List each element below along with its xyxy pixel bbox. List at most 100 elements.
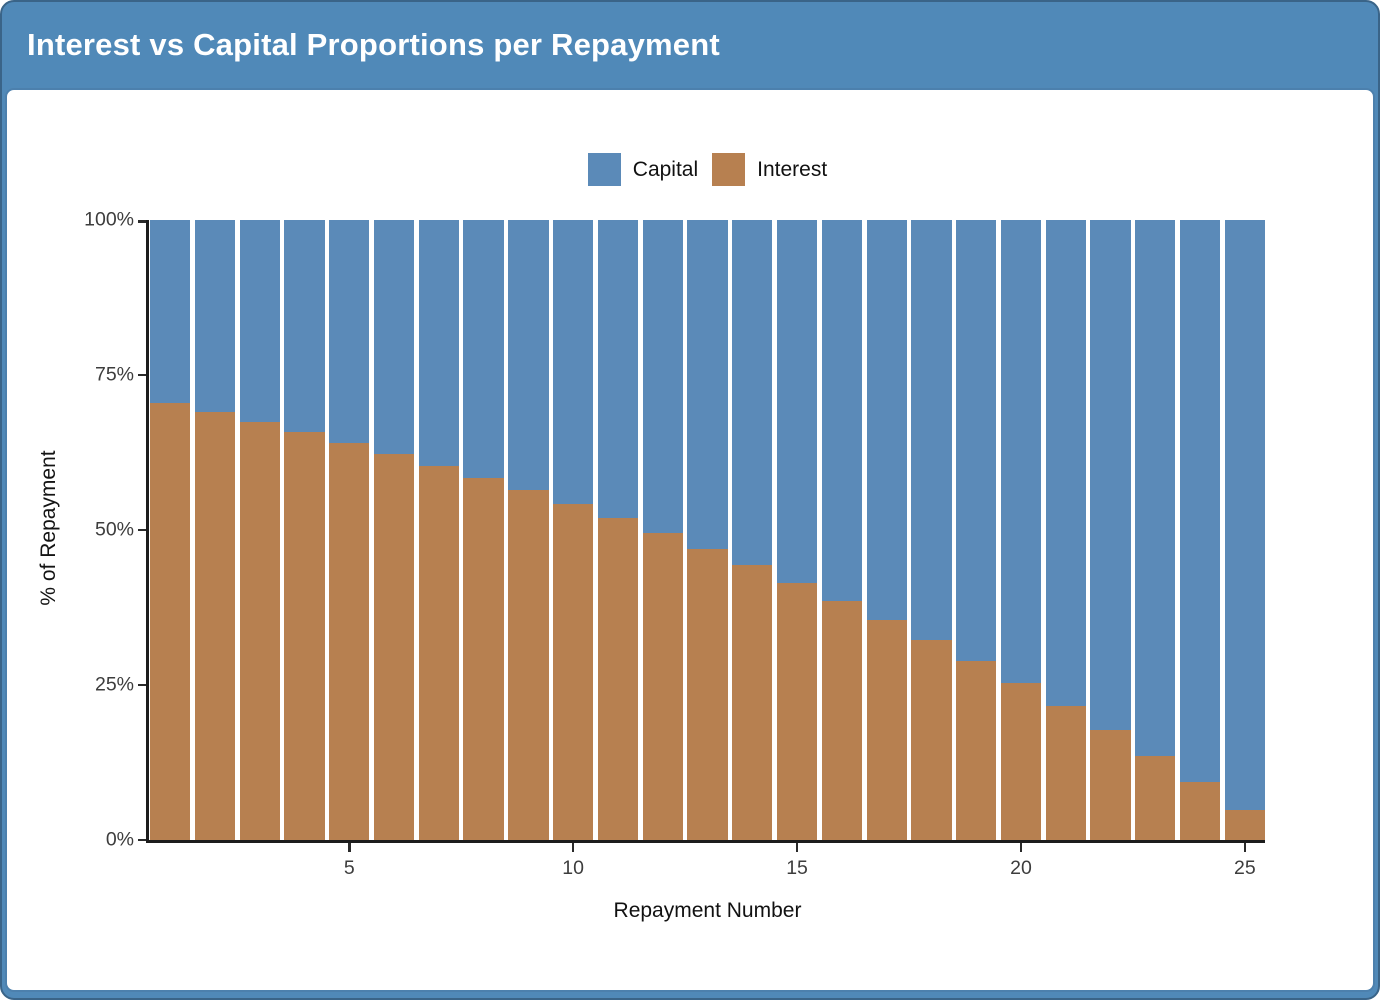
capital-segment [732, 220, 773, 566]
capital-segment [956, 220, 997, 661]
capital-segment [1179, 220, 1221, 783]
header-bar: Interest vs Capital Proportions per Repa… [2, 2, 1378, 88]
capital-segment [418, 220, 459, 466]
bar-repayment-6 [373, 220, 415, 840]
page-title: Interest vs Capital Proportions per Repa… [27, 27, 720, 62]
bar-repayment-15 [776, 220, 818, 840]
y-tick-mark [138, 528, 146, 532]
interest-segment [150, 402, 191, 840]
capital-segment [597, 220, 639, 519]
interest-segment [732, 565, 773, 840]
bars-container [150, 220, 1266, 840]
x-tick-label: 5 [343, 857, 355, 879]
bar-repayment-22 [1090, 220, 1131, 840]
bar-repayment-17 [866, 220, 907, 840]
capital-segment [1045, 220, 1086, 707]
capital-segment [508, 220, 549, 491]
interest-segment [1000, 682, 1042, 840]
bar-repayment-23 [1135, 220, 1176, 840]
capital-segment [1224, 220, 1266, 811]
interest-segment [687, 548, 728, 840]
bar-repayment-24 [1179, 220, 1221, 840]
interest-segment [284, 432, 325, 840]
interest-segment [239, 422, 280, 840]
x-tick-label: 20 [1010, 857, 1032, 879]
bar-repayment-3 [239, 220, 280, 840]
capital-segment [284, 220, 325, 433]
interest-segment [1090, 730, 1131, 840]
capital-segment [776, 220, 818, 583]
x-tick-mark [571, 843, 575, 852]
capital-segment [1135, 220, 1176, 756]
capital-segment [150, 220, 191, 403]
capital-segment [553, 220, 594, 504]
bar-repayment-12 [642, 220, 683, 840]
y-axis-title: % of Repayment [37, 450, 60, 606]
bar-repayment-18 [911, 220, 952, 840]
y-tick-mark [138, 683, 146, 687]
x-tick-label: 15 [786, 857, 808, 879]
capital-segment [373, 220, 415, 454]
x-axis-line [146, 840, 1265, 843]
interest-segment [463, 477, 504, 840]
bar-repayment-20 [1000, 220, 1042, 840]
x-tick-label: 10 [562, 857, 585, 879]
capital-segment [821, 220, 862, 601]
x-tick-label: 25 [1234, 857, 1256, 879]
bar-repayment-19 [956, 220, 997, 840]
interest-segment [1135, 755, 1176, 840]
y-tick-mark [138, 373, 146, 377]
y-axis-line [146, 220, 149, 843]
x-axis-title: Repayment Number [613, 899, 802, 922]
capital-segment [1090, 220, 1131, 731]
interest-segment [1179, 782, 1221, 840]
interest-segment [821, 600, 862, 840]
bar-repayment-21 [1045, 220, 1086, 840]
interest-segment [1045, 706, 1086, 840]
bar-repayment-2 [194, 220, 236, 840]
bar-repayment-8 [463, 220, 504, 840]
y-tick-label: 25% [94, 673, 134, 696]
legend-item-capital: Capital [587, 153, 698, 186]
capital-segment [642, 220, 683, 534]
legend-label-interest: Interest [757, 157, 828, 181]
interest-segment [911, 639, 952, 840]
x-tick-mark [1243, 843, 1247, 852]
capital-segment [1000, 220, 1042, 683]
bar-repayment-16 [821, 220, 862, 840]
capital-segment [911, 220, 952, 640]
bar-repayment-7 [418, 220, 459, 840]
legend-item-interest: Interest [712, 153, 827, 186]
capital-segment [194, 220, 236, 413]
y-tick-label: 100% [84, 208, 134, 231]
capital-segment [687, 220, 728, 549]
x-tick-mark [348, 843, 351, 852]
capital-segment [463, 220, 504, 478]
bar-repayment-11 [597, 220, 639, 840]
y-tick-label: 0% [105, 828, 134, 851]
bar-repayment-1 [150, 220, 191, 840]
bar-repayment-14 [732, 220, 773, 840]
y-tick-mark [138, 838, 146, 842]
interest-segment [956, 660, 997, 840]
plot-area: 0% 25% 50% 75% 100% 5 10 15 20 25 [84, 210, 1266, 878]
interest-segment [553, 503, 594, 840]
x-tick-mark [1019, 843, 1023, 852]
capital-segment [239, 220, 280, 423]
capital-segment [329, 220, 370, 443]
interest-segment [597, 518, 639, 840]
interest-segment [1224, 810, 1266, 840]
capital-segment [866, 220, 907, 620]
y-tick-mark [138, 220, 146, 223]
legend: Capital Interest [150, 153, 1265, 186]
bar-repayment-25 [1224, 220, 1266, 840]
y-tick-label: 75% [94, 363, 134, 386]
bar-repayment-4 [284, 220, 325, 840]
y-tick-label: 50% [94, 518, 134, 541]
interest-segment [194, 412, 236, 840]
bar-repayment-13 [687, 220, 728, 840]
x-tick-mark [795, 843, 799, 852]
interest-segment [866, 619, 907, 840]
